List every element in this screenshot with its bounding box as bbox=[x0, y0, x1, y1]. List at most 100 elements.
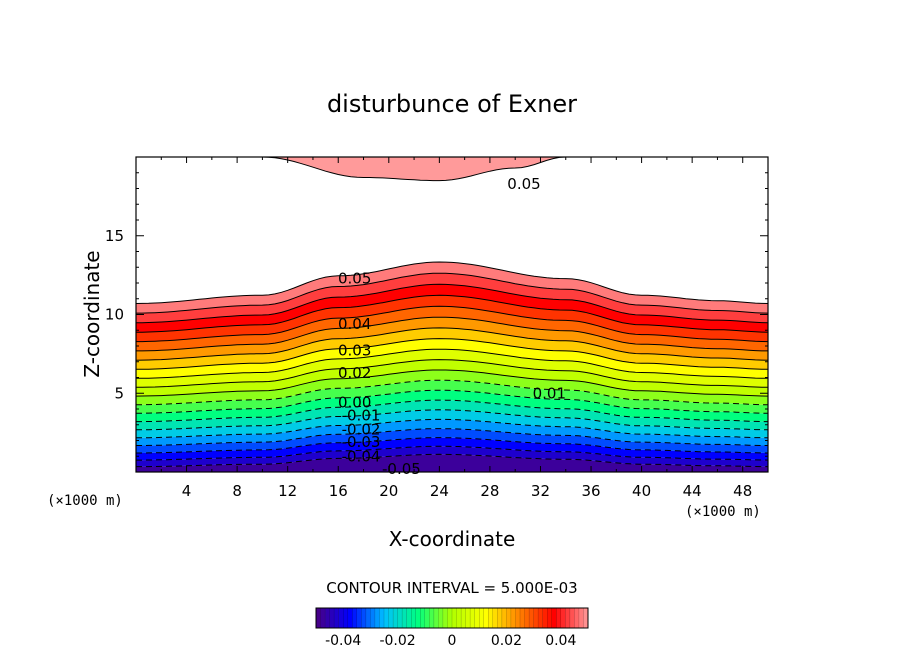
colorbar-cell bbox=[533, 607, 539, 629]
contour-label: 0.04 bbox=[338, 315, 371, 333]
colorbar-cell bbox=[379, 607, 385, 629]
colorbar-cell bbox=[411, 607, 417, 629]
contour-band bbox=[136, 273, 768, 323]
colorbar-tick-label: -0.02 bbox=[379, 633, 415, 649]
x-unit-label: (×1000 m) bbox=[685, 504, 761, 520]
contour-band bbox=[136, 428, 768, 453]
colorbar-cell bbox=[315, 607, 322, 629]
colorbar-cell bbox=[324, 607, 331, 629]
contour-band bbox=[136, 446, 768, 467]
y-tick-label: 10 bbox=[105, 306, 124, 324]
contour-band bbox=[136, 349, 768, 388]
colorbar-frame bbox=[315, 607, 589, 629]
colorbar-cell bbox=[406, 607, 412, 629]
contour-label: 0.02 bbox=[338, 364, 371, 382]
y-tick-label: 5 bbox=[114, 384, 124, 402]
contour-line bbox=[135, 327, 769, 361]
contour-interval-text: CONTOUR INTERVAL = 5.000E-03 bbox=[326, 579, 577, 597]
colorbar-tick-label: -0.04 bbox=[325, 633, 361, 649]
colorbar-cell bbox=[510, 607, 516, 629]
colorbar-cell bbox=[474, 607, 480, 629]
contour-labels: 0.050.050.040.030.020.010.00-0.01-0.02-0… bbox=[338, 175, 566, 478]
contour-label: -0.04 bbox=[342, 447, 381, 465]
colorbar-cell bbox=[374, 607, 380, 629]
x-tick-label: 12 bbox=[278, 482, 297, 500]
colorbar-cell bbox=[492, 607, 498, 629]
contour-line bbox=[136, 283, 769, 324]
colorbar-cell bbox=[524, 607, 530, 629]
contour-band bbox=[136, 437, 768, 461]
contour-line bbox=[136, 437, 769, 454]
colorbar-cell bbox=[569, 607, 575, 629]
x-tick-label: 4 bbox=[182, 482, 192, 500]
contour-line bbox=[136, 379, 768, 406]
contour-label: -0.01 bbox=[342, 406, 381, 424]
contour-label: 0.00 bbox=[338, 394, 371, 412]
contour-line bbox=[136, 272, 769, 314]
x-axis-label: X-coordinate bbox=[389, 527, 516, 551]
contour-label: -0.02 bbox=[342, 421, 381, 439]
colorbar-cell bbox=[565, 607, 571, 629]
colorbar: -0.04 -0.02 0 0.02 0.04 bbox=[315, 607, 589, 649]
colorbar-cell bbox=[383, 607, 390, 629]
colorbar-cell bbox=[397, 607, 403, 629]
y-unit-label: (×1000 m) bbox=[47, 493, 123, 509]
contour-band bbox=[136, 306, 768, 351]
colorbar-cell bbox=[547, 607, 553, 629]
colorbar-cell bbox=[388, 607, 394, 629]
colorbar-cell bbox=[551, 607, 557, 629]
colorbar-cell bbox=[442, 607, 448, 629]
contour-line bbox=[136, 428, 768, 446]
colorbar-cell bbox=[560, 607, 566, 629]
colorbar-cell bbox=[519, 607, 526, 629]
colorbar-cell bbox=[365, 607, 371, 629]
colorbar-cell bbox=[401, 607, 408, 629]
x-tick-label: 20 bbox=[379, 482, 398, 500]
contour-line bbox=[136, 399, 768, 423]
x-tick-label: 36 bbox=[581, 482, 600, 500]
colorbar-cell bbox=[420, 607, 426, 629]
colorbar-cell bbox=[528, 607, 535, 629]
colorbar-cell bbox=[578, 607, 584, 629]
colorbar-cell bbox=[370, 607, 376, 629]
colorbar-cell bbox=[460, 607, 467, 629]
contour-label: 0.01 bbox=[533, 384, 566, 402]
colorbar-tick-label: 0.04 bbox=[545, 633, 576, 649]
colorbar-cell bbox=[465, 607, 471, 629]
contour-label: -0.05 bbox=[382, 460, 421, 478]
x-tick-label: 32 bbox=[531, 482, 550, 500]
contour-band bbox=[136, 370, 768, 405]
contour-line bbox=[135, 261, 769, 304]
colorbar-tick-label: 0 bbox=[448, 633, 457, 649]
contour-line bbox=[136, 338, 769, 370]
colorbar-cell bbox=[347, 607, 353, 629]
colorbar-cell bbox=[352, 607, 358, 629]
contour-band bbox=[136, 338, 768, 379]
colorbar-cell bbox=[506, 607, 512, 629]
x-tick-label: 8 bbox=[232, 482, 242, 500]
colorbar-cell bbox=[501, 607, 507, 629]
contour-line bbox=[136, 294, 769, 333]
colorbar-cell bbox=[333, 607, 340, 629]
contour-band bbox=[136, 419, 768, 446]
colorbar-tick-label: 0.02 bbox=[491, 633, 522, 649]
contour-label: 0.05 bbox=[338, 269, 371, 287]
colorbar-cell bbox=[483, 607, 489, 629]
contour-band bbox=[136, 380, 768, 414]
colorbar-cell bbox=[329, 607, 335, 629]
colorbar-cell bbox=[392, 607, 399, 629]
colorbar-cell bbox=[488, 607, 494, 629]
upper-contour-line bbox=[262, 156, 566, 182]
contour-band bbox=[136, 284, 768, 333]
colorbar-cell bbox=[451, 607, 458, 629]
y-tick-label: 15 bbox=[105, 227, 124, 245]
contour-band bbox=[136, 454, 768, 472]
colorbar-cell bbox=[424, 607, 430, 629]
colorbar-cell bbox=[343, 607, 349, 629]
contour-line bbox=[136, 389, 768, 414]
contour-band bbox=[136, 327, 768, 370]
colorbar-cell bbox=[429, 607, 435, 629]
contour-band bbox=[136, 317, 768, 361]
